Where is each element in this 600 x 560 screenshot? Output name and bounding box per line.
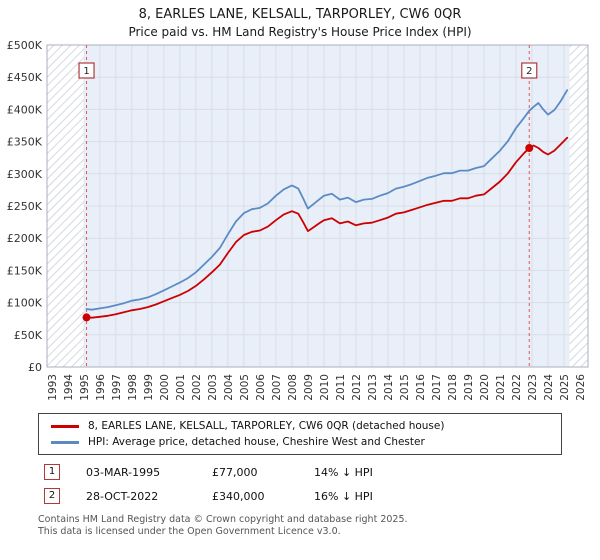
svg-text:1999: 1999: [143, 374, 155, 401]
svg-text:2: 2: [526, 66, 532, 77]
svg-text:£50K: £50K: [14, 329, 43, 342]
svg-text:2014: 2014: [383, 374, 395, 401]
transaction-2-hpi-diff: 16% ↓ HPI: [314, 489, 373, 503]
page-subtitle: Price paid vs. HM Land Registry's House …: [128, 25, 472, 39]
svg-text:2008: 2008: [287, 374, 299, 401]
svg-text:2007: 2007: [271, 374, 283, 401]
svg-text:£450K: £450K: [7, 71, 43, 84]
svg-text:2005: 2005: [239, 374, 251, 401]
legend-item-property: 8, EARLES LANE, KELSALL, TARPORLEY, CW6 …: [47, 418, 553, 434]
transaction-2-price: £340,000: [212, 489, 265, 503]
svg-text:1997: 1997: [111, 374, 123, 401]
transaction-1-marker: 1: [44, 464, 60, 480]
svg-text:1998: 1998: [127, 374, 139, 401]
svg-text:2000: 2000: [159, 374, 171, 401]
transaction-row-1: 1 03-MAR-1995 £77,000 14% ↓ HPI: [44, 464, 600, 480]
chart-legend: 8, EARLES LANE, KELSALL, TARPORLEY, CW6 …: [38, 413, 562, 455]
svg-text:1993: 1993: [47, 374, 59, 401]
svg-text:2004: 2004: [223, 374, 235, 401]
transaction-1-price: £77,000: [212, 465, 258, 479]
svg-text:2023: 2023: [527, 374, 539, 401]
svg-text:2013: 2013: [367, 374, 379, 401]
svg-text:£250K: £250K: [7, 200, 43, 213]
legend-item-hpi: HPI: Average price, detached house, Ches…: [47, 434, 553, 450]
legend-label-property: 8, EARLES LANE, KELSALL, TARPORLEY, CW6 …: [88, 420, 445, 432]
svg-text:2003: 2003: [207, 374, 219, 401]
svg-text:£300K: £300K: [7, 168, 43, 181]
transaction-row-2: 2 28-OCT-2022 £340,000 16% ↓ HPI: [44, 488, 600, 504]
copyright-footer: Contains HM Land Registry data © Crown c…: [38, 514, 600, 539]
transaction-1-hpi-diff: 14% ↓ HPI: [314, 465, 373, 479]
footer-line-1: Contains HM Land Registry data © Crown c…: [38, 514, 408, 525]
svg-text:2017: 2017: [431, 374, 443, 401]
svg-text:1995: 1995: [79, 374, 91, 401]
svg-text:2010: 2010: [319, 374, 331, 401]
svg-text:2019: 2019: [463, 374, 475, 401]
svg-text:2001: 2001: [175, 374, 187, 401]
svg-text:2018: 2018: [447, 374, 459, 401]
svg-text:£0: £0: [28, 361, 42, 374]
svg-text:£400K: £400K: [7, 103, 43, 116]
svg-text:2016: 2016: [415, 374, 427, 401]
svg-text:£350K: £350K: [7, 136, 43, 149]
svg-text:£150K: £150K: [7, 264, 43, 277]
svg-text:2022: 2022: [511, 374, 523, 401]
blue-line-swatch: [51, 440, 79, 444]
svg-text:2011: 2011: [335, 374, 347, 401]
svg-text:2024: 2024: [543, 374, 555, 401]
svg-text:£100K: £100K: [7, 297, 43, 310]
transaction-2-date: 28-OCT-2022: [86, 489, 159, 503]
house-price-chart-page: 8, EARLES LANE, KELSALL, TARPORLEY, CW6 …: [0, 0, 600, 539]
svg-text:£200K: £200K: [7, 232, 43, 245]
svg-text:£500K: £500K: [7, 39, 43, 52]
svg-text:1994: 1994: [63, 374, 75, 401]
svg-text:2009: 2009: [303, 374, 315, 401]
svg-text:2025: 2025: [559, 374, 571, 401]
legend-label-hpi: HPI: Average price, detached house, Ches…: [88, 436, 425, 448]
footer-line-2: This data is licensed under the Open Gov…: [38, 526, 341, 538]
transaction-list: 1 03-MAR-1995 £77,000 14% ↓ HPI 2 28-OCT…: [44, 464, 600, 504]
transaction-2-marker: 2: [44, 488, 60, 504]
transaction-1-date: 03-MAR-1995: [86, 465, 161, 479]
svg-text:2015: 2015: [399, 374, 411, 401]
svg-text:2006: 2006: [255, 374, 267, 401]
chart-header: 8, EARLES LANE, KELSALL, TARPORLEY, CW6 …: [0, 0, 600, 39]
red-line-swatch: [51, 424, 79, 428]
price-history-chart: 1 2 £0 £50K £100K £150K £200K £250K £300K £350K £4…: [7, 39, 589, 401]
page-title: 8, EARLES LANE, KELSALL, TARPORLEY, CW6 …: [138, 7, 462, 22]
svg-text:2020: 2020: [479, 374, 491, 401]
svg-text:2026: 2026: [575, 374, 587, 401]
svg-text:2021: 2021: [495, 374, 507, 401]
svg-text:1996: 1996: [95, 374, 107, 401]
svg-text:2002: 2002: [191, 374, 203, 401]
svg-text:2012: 2012: [351, 374, 363, 401]
svg-text:1: 1: [83, 66, 89, 77]
